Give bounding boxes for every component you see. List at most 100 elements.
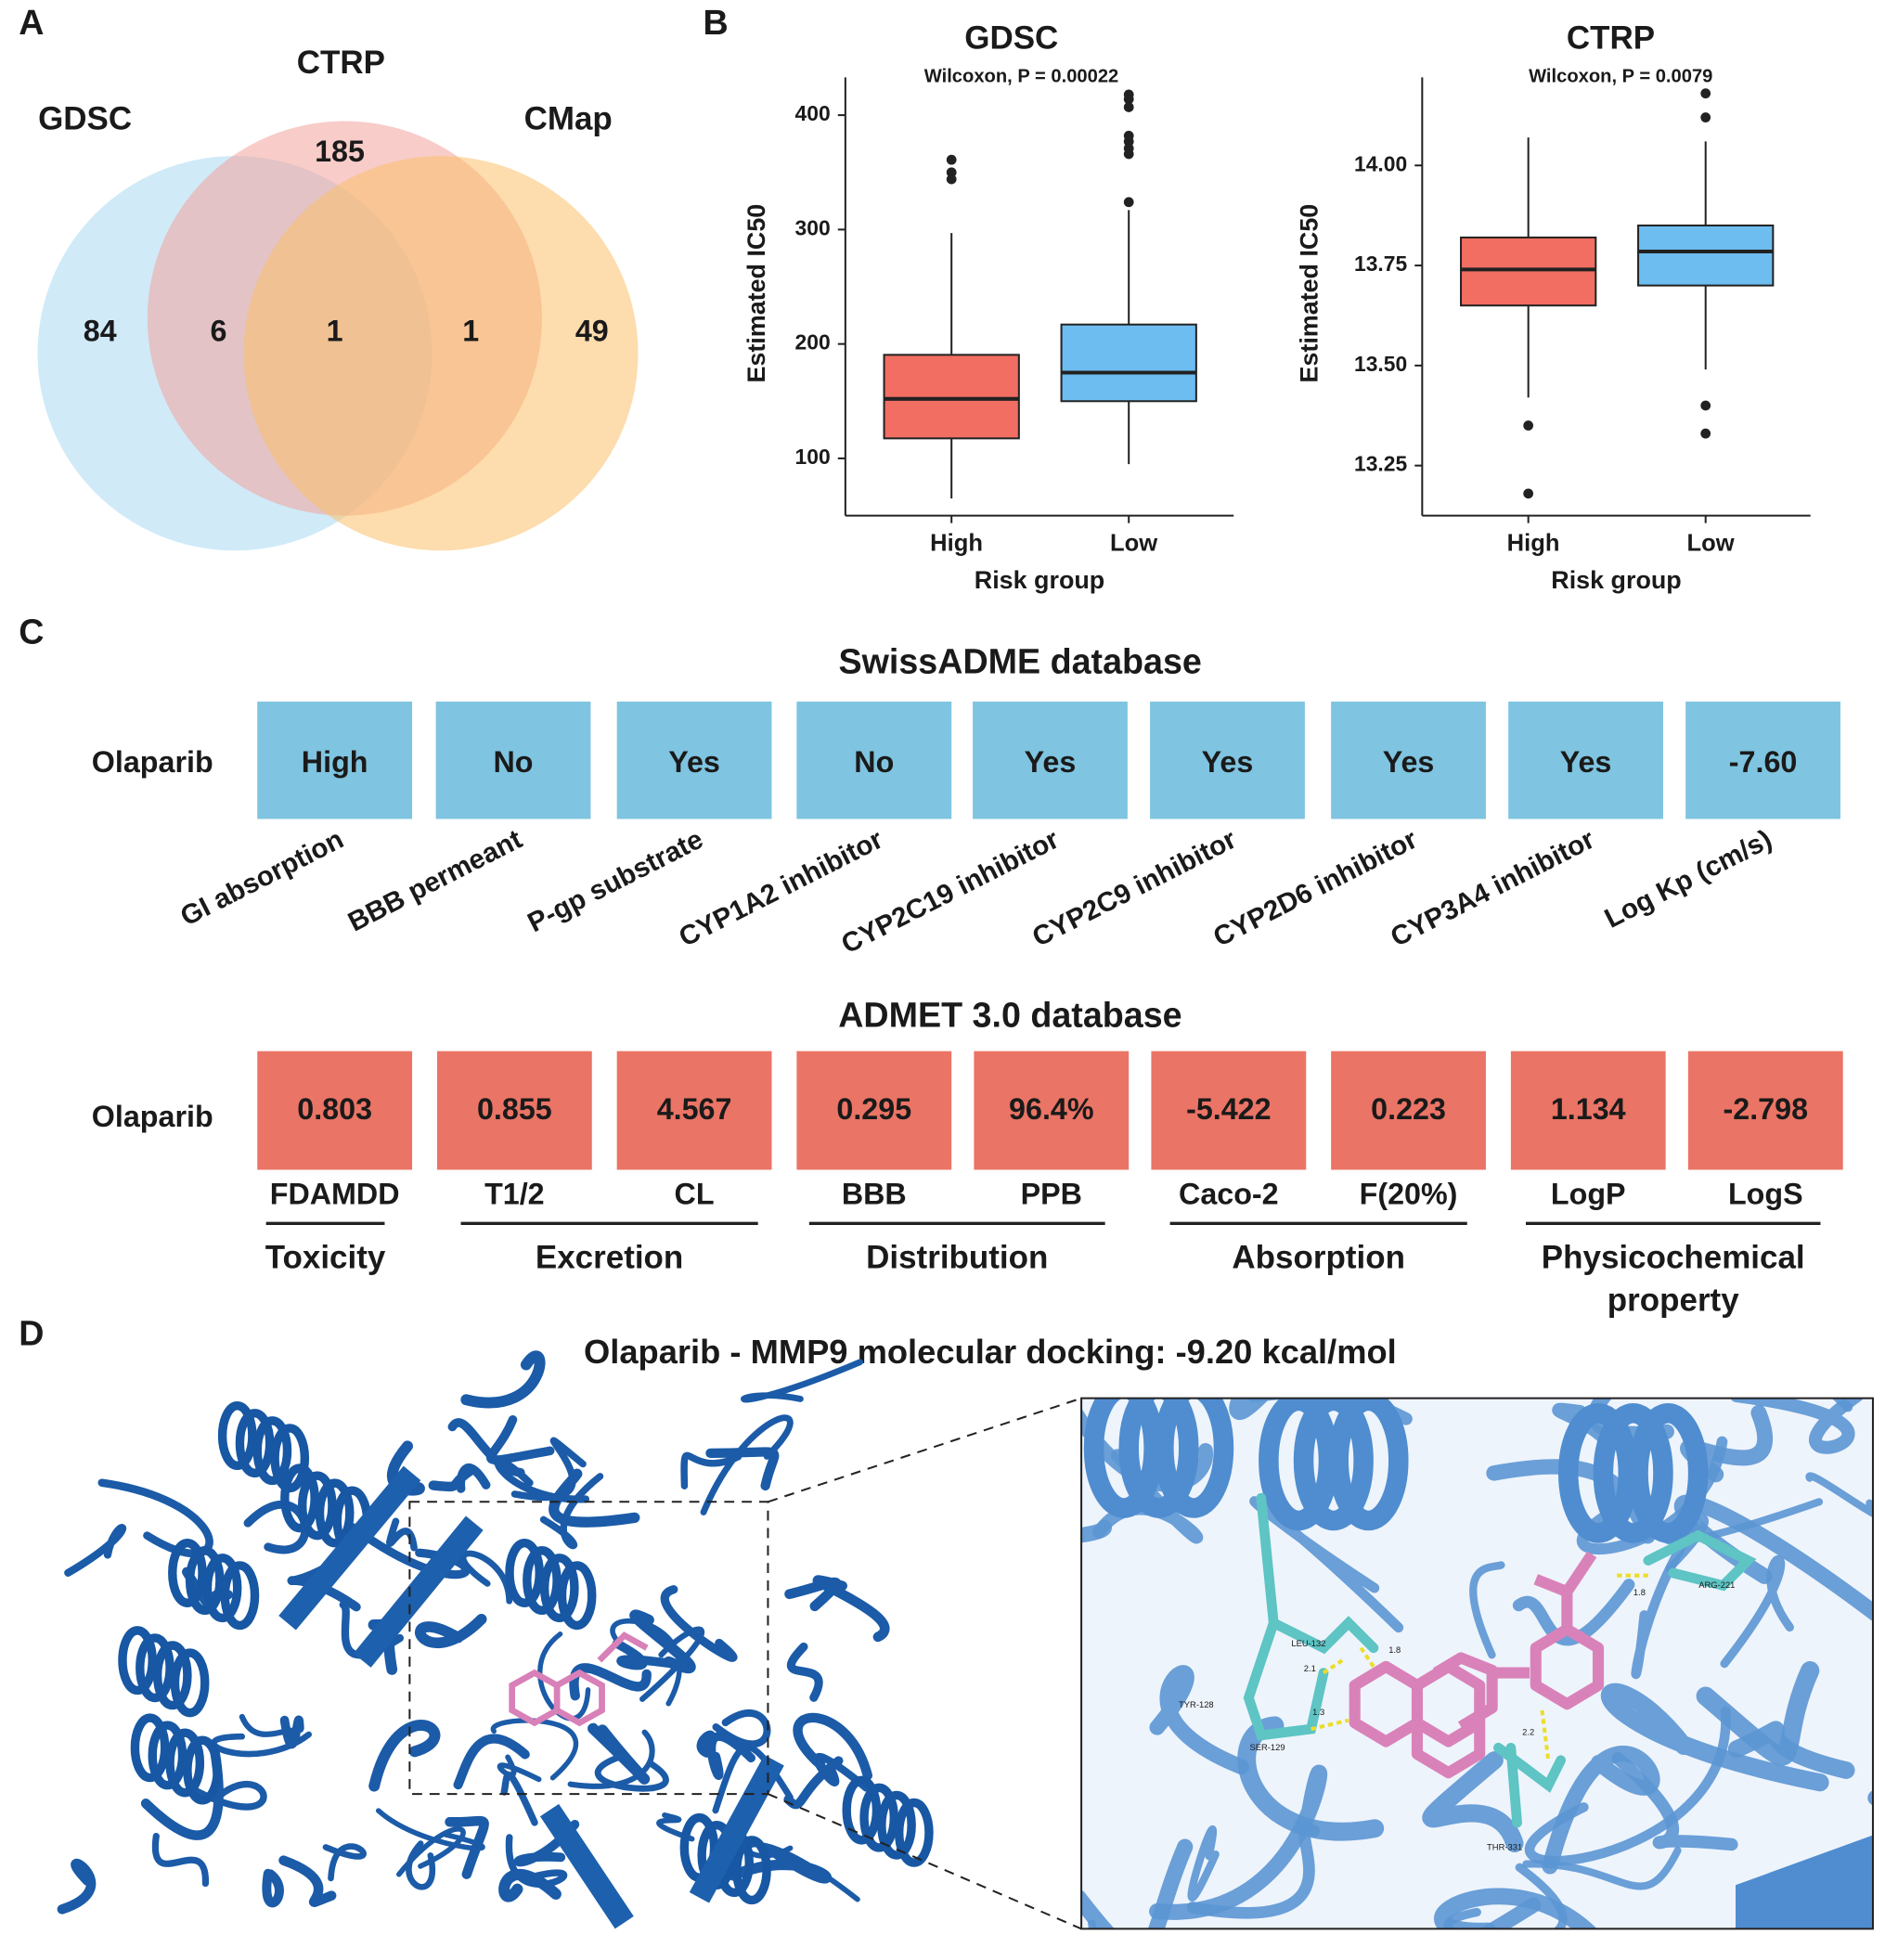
zoom-coil [1525,1706,1731,1866]
cell-value: 0.803 [297,1092,372,1126]
protein-helix [297,1471,337,1541]
protein-coil [500,1771,538,1826]
protein-coil [278,1855,337,1907]
protein-coil [211,1731,312,1758]
panel-label: D [19,1313,44,1352]
box [883,354,1020,440]
protein-coil [445,1815,489,1879]
cell [616,702,772,819]
residue-label: THR-331 [1487,1841,1522,1851]
box-plots: GDSC Wilcoxon, P = 0.00022 Estimated IC50 R… [742,19,1811,594]
group-label: Absorption [1232,1238,1405,1276]
group-wrap: Toxicity [265,1238,386,1275]
venn-count: 185 [315,135,365,168]
box [1060,323,1197,403]
protein-helix [168,1538,207,1607]
outlier [1700,428,1711,439]
y-axis-label: Estimated IC50 [742,204,770,383]
protein-coil [567,1729,655,1789]
distance-label: 1.3 [1312,1707,1324,1717]
protein-coil [322,1843,368,1882]
group-wrap: Excretion [536,1238,683,1275]
y-axis-label: Estimated IC50 [1296,204,1323,383]
zoom-helix [1154,1398,1234,1518]
protein-helix [732,1836,771,1905]
cell [973,702,1128,819]
cell [796,702,952,819]
cell-label: CL [675,1177,715,1210]
cell [974,1051,1130,1170]
protein-coil [494,1458,590,1503]
venn-diagram: GDSC CTRP CMap 84 185 49 6 1 1 [37,45,639,551]
protein-helix [185,1546,225,1616]
zoom-coil [1434,1888,1597,1929]
protein-coil [386,1517,418,1552]
protein-coil [64,1524,127,1577]
zoom-coil [1805,1472,1873,1518]
cell-value: 1.134 [1551,1092,1626,1126]
zoom-helix [1593,1403,1673,1543]
zoom-sheet [1735,1835,1873,1929]
cell-value: Yes [1383,745,1435,779]
x-tick-label: High [930,530,983,556]
outlier [1700,112,1711,122]
protein-coil [262,1868,284,1908]
cell-label: BBB permeant [343,824,527,938]
cell [1508,702,1663,819]
panel-label: C [19,612,44,651]
protein-sheet [689,1754,784,1903]
outlier [1700,88,1711,99]
docking-title: Olaparib - MMP9 molecular docking: -9.20… [584,1333,1397,1371]
cell-value: 96.4% [1009,1092,1094,1126]
table-title: SwissADME database [838,642,1201,681]
protein-helix [523,1546,562,1616]
table-title: ADMET 3.0 database [838,995,1181,1034]
group-label: Distribution [866,1238,1049,1276]
protein-coil [639,1626,705,1702]
residue-label: SER-129 [1249,1742,1285,1752]
plot-title: GDSC [964,19,1058,56]
cell-value: -5.422 [1186,1092,1272,1126]
cell-label: BBB [842,1177,907,1210]
zoom-helix [1328,1398,1409,1531]
zoom-coil [1187,1825,1220,1902]
zoom-frame [1080,1397,1874,1930]
protein-overview [57,1350,934,1929]
venn-count: 1 [327,315,343,348]
y-tick-label: 13.25 [1354,452,1407,476]
venn-set-label: CTRP [297,45,385,81]
y-tick-label: 13.75 [1354,251,1407,276]
residue-sticks [1243,1492,1757,1828]
zoom-coil [1720,1554,1794,1669]
protein-coil [428,1464,477,1492]
zoom-helix [1118,1398,1199,1518]
residue-label: ARG-221 [1698,1580,1735,1590]
protein-coil [537,1631,591,1721]
zoom-coil [1249,1496,1404,1633]
protein-helix [859,1783,899,1852]
cell [257,1051,413,1170]
zoom-coil [1149,1665,1249,1775]
cell-label: PPB [1021,1177,1082,1210]
cell [257,702,413,819]
cell-label: T1/2 [484,1177,545,1210]
cell [1510,1051,1666,1170]
protein-helix [136,1633,174,1703]
protein-sheet [278,1465,421,1631]
protein-helix [152,1641,192,1710]
y-tick-label: 100 [795,445,831,469]
group-wrap: Absorption [1232,1238,1405,1276]
panel-label: A [19,3,44,42]
cell-label: LogS [1728,1177,1803,1210]
cell [1687,1051,1843,1170]
protein-coil [793,1712,873,1781]
cell-value: Yes [1560,745,1612,779]
protein-coil [375,1808,485,1851]
cell-value: No [494,745,534,779]
protein-coil [786,1642,823,1702]
outlier [1123,143,1134,154]
residue-label: LEU-132 [1291,1638,1325,1648]
panel-label: B [703,3,728,42]
row-label: Olaparib [92,745,213,779]
